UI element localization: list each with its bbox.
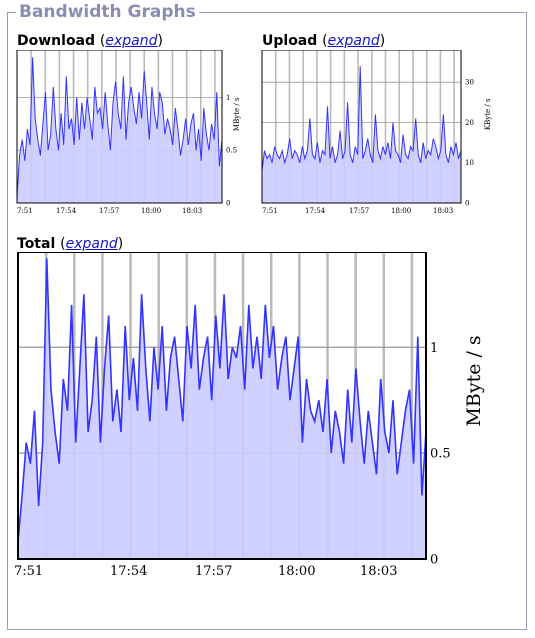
upload-expand-link[interactable]: expand xyxy=(327,33,380,49)
upload-y-tick-label: 0 xyxy=(465,199,469,207)
total-x-tick-label: 18:03 xyxy=(360,564,397,579)
download-x-tick-label: 17:54 xyxy=(56,207,77,215)
total-graph[interactable]: 1 0.5 0 7:51 17:54 17:57 18:00 18:03 MByte / s xyxy=(14,252,510,592)
total-y-tick-label: 0 xyxy=(430,553,438,568)
download-y-tick-label: 0.5 xyxy=(226,147,237,155)
download-x-tick-label: 7:51 xyxy=(17,207,33,215)
download-y-axis-label: MByte / s xyxy=(233,97,241,131)
total-plot-frame xyxy=(17,252,427,560)
download-expand-link[interactable]: expand xyxy=(105,33,158,49)
download-plot-frame xyxy=(16,50,223,204)
upload-y-axis-label: KByte / s xyxy=(484,98,492,130)
total-heading: Total (expand) xyxy=(17,236,124,252)
total-x-tick-label: 7:51 xyxy=(14,564,43,579)
panel-title: Bandwidth Graphs xyxy=(16,2,199,22)
total-y-tick-label: 0.5 xyxy=(430,447,451,462)
total-x-tick-label: 18:00 xyxy=(278,564,315,579)
total-y-axis-label: MByte / s xyxy=(463,335,485,426)
download-graph[interactable]: 1 0.5 0 7:51 17:54 17:57 18:00 18:03 MByte / s xyxy=(14,50,252,222)
upload-label: Upload xyxy=(262,33,318,49)
download-label: Download xyxy=(17,33,96,49)
download-y-tick-label: 0 xyxy=(226,199,230,207)
total-x-tick-label: 17:57 xyxy=(195,564,232,579)
download-area xyxy=(17,57,222,204)
upload-y-tick-label: 20 xyxy=(465,119,474,127)
total-x-tick-label: 17:54 xyxy=(110,564,147,579)
upload-x-tick-label: 18:00 xyxy=(391,207,411,215)
upload-x-tick-label: 18:03 xyxy=(433,207,453,215)
upload-graph[interactable]: 30 20 10 0 7:51 17:54 17:57 18:00 18:03 KByte / s xyxy=(259,50,499,222)
upload-area xyxy=(262,66,461,203)
upload-series-line xyxy=(261,66,462,171)
total-expand-link[interactable]: expand xyxy=(65,236,118,252)
upload-plot-frame xyxy=(261,50,462,204)
total-label: Total xyxy=(17,236,56,252)
download-y-tick-label: 1 xyxy=(226,94,230,102)
download-x-tick-label: 18:03 xyxy=(182,207,202,215)
bandwidth-graphs-panel xyxy=(7,12,527,630)
total-series-line xyxy=(17,258,427,543)
download-series-line xyxy=(16,57,223,198)
upload-x-tick-label: 17:57 xyxy=(349,207,369,215)
upload-y-tick-label: 30 xyxy=(465,79,474,87)
download-x-tick-label: 18:00 xyxy=(141,207,161,215)
upload-y-tick-label: 10 xyxy=(465,159,474,167)
download-heading: Download (expand) xyxy=(17,33,163,49)
upload-x-tick-label: 7:51 xyxy=(262,207,278,215)
upload-heading: Upload (expand) xyxy=(262,33,386,49)
total-y-tick-label: 1 xyxy=(430,341,438,356)
download-x-tick-label: 17:57 xyxy=(99,207,119,215)
total-area xyxy=(18,258,426,559)
upload-x-tick-label: 17:54 xyxy=(305,207,326,215)
